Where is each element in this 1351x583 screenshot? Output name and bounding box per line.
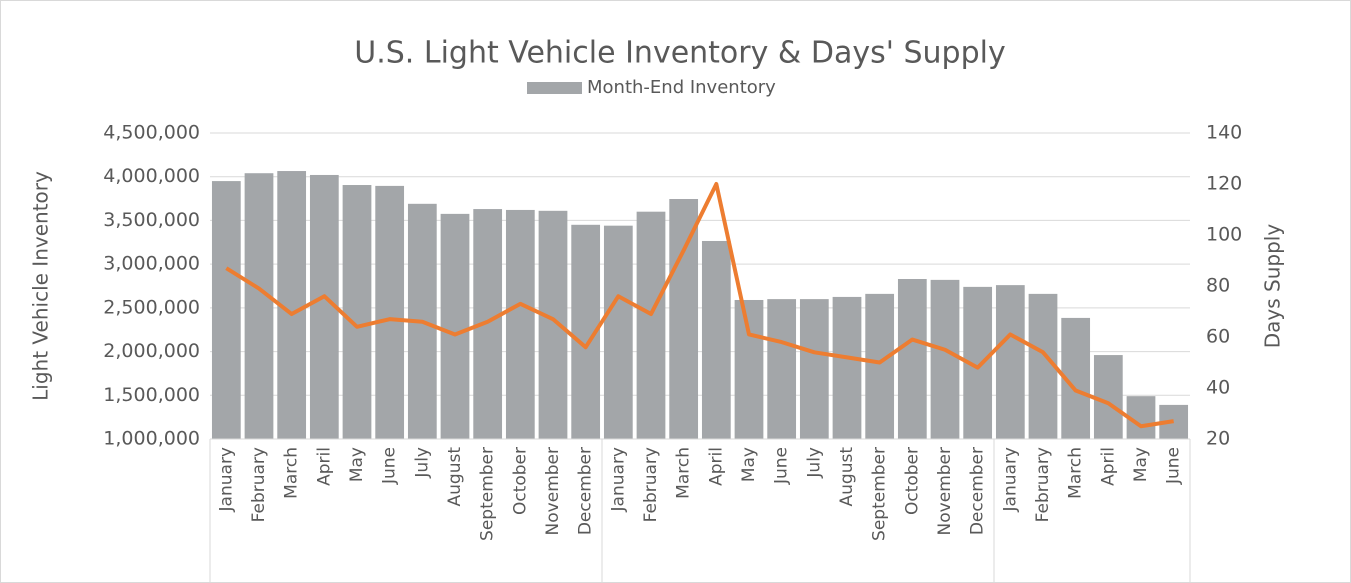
legend-swatch: [527, 82, 582, 94]
x-tick-label: June: [772, 447, 792, 485]
x-tick-label: June: [380, 447, 400, 485]
x-tick-label: December: [968, 447, 988, 535]
y2-axis-title: Days Supply: [1261, 224, 1285, 349]
bar: [342, 185, 372, 439]
x-tick-label: February: [249, 447, 269, 522]
bar: [865, 293, 895, 439]
x-tick-label: April: [706, 447, 726, 486]
y-axis-title: Light Vehicle Inventory: [29, 171, 53, 401]
bar: [244, 173, 274, 439]
x-tick-label: October: [510, 447, 530, 515]
x-tick-label: August: [837, 447, 857, 507]
x-tick-label: May: [347, 447, 367, 482]
y2-tick-label: 140: [1206, 122, 1242, 144]
chart-title: U.S. Light Vehicle Inventory & Days' Sup…: [354, 36, 1005, 71]
bar: [440, 213, 470, 439]
bar: [734, 299, 764, 439]
x-tick-label: March: [1066, 447, 1086, 499]
x-tick-label: August: [445, 447, 465, 507]
bar: [375, 185, 405, 439]
x-tick-label: July: [412, 447, 432, 479]
x-tick-label: September: [870, 447, 890, 541]
bar: [897, 279, 927, 439]
bar: [603, 225, 633, 439]
x-tick-label: May: [739, 447, 759, 482]
bar: [832, 296, 862, 439]
x-tick-label: March: [282, 447, 302, 499]
bar: [799, 299, 829, 439]
x-tick-label: January: [216, 447, 236, 512]
bar: [538, 210, 568, 439]
x-tick-label: June: [1164, 447, 1184, 485]
x-tick-label: April: [314, 447, 334, 486]
x-tick-label: March: [674, 447, 694, 499]
y-tick-label: 3,500,000: [103, 209, 200, 231]
bar: [1093, 355, 1123, 439]
x-tick-label: January: [608, 447, 628, 512]
y2-tick-label: 40: [1206, 377, 1230, 399]
legend-label: Month-End Inventory: [587, 77, 776, 98]
bar: [767, 299, 797, 439]
x-tick-label: September: [478, 447, 498, 541]
bar: [995, 285, 1025, 439]
y2-tick-label: 20: [1206, 428, 1230, 450]
bar: [930, 279, 960, 439]
line: [225, 182, 1174, 429]
y2-tick-label: 100: [1206, 224, 1242, 246]
x-tick-label: January: [1000, 447, 1020, 512]
y-tick-label: 2,500,000: [103, 296, 200, 318]
x-tick-label: November: [543, 447, 563, 535]
x-tick-label: April: [1098, 447, 1118, 486]
y-tick-label: 1,000,000: [103, 428, 200, 450]
y2-tick-label: 60: [1206, 326, 1230, 348]
y-tick-label: 1,500,000: [103, 384, 200, 406]
bar: [636, 211, 666, 439]
bar: [211, 181, 241, 440]
y2-tick-label: 80: [1206, 275, 1230, 297]
bar: [669, 199, 699, 439]
y2-tick-label: 120: [1206, 173, 1242, 195]
x-tick-label: May: [1131, 447, 1151, 482]
bar: [505, 209, 535, 439]
bar: [701, 240, 731, 439]
x-tick-label: February: [641, 447, 661, 522]
x-tick-label: October: [902, 447, 922, 515]
y-tick-label: 4,500,000: [103, 122, 200, 144]
x-tick-label: July: [804, 447, 824, 479]
y-tick-label: 3,000,000: [103, 253, 200, 275]
x-tick-label: December: [576, 447, 596, 535]
y-tick-label: 2,000,000: [103, 340, 200, 362]
x-tick-label: February: [1033, 447, 1053, 522]
y-tick-label: 4,000,000: [103, 165, 200, 187]
x-tick-label: November: [935, 447, 955, 535]
